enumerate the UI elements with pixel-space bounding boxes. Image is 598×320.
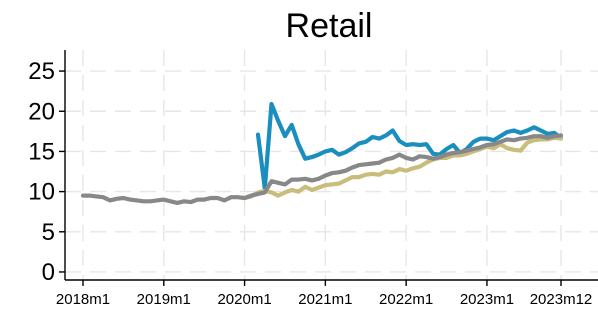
x-tick-label: 2023m12 <box>530 291 593 308</box>
x-tick-label: 2023m1 <box>460 291 514 308</box>
series-line-3 <box>80 133 564 205</box>
series-line-2 <box>242 135 564 201</box>
y-tick-label: 15 <box>28 138 55 165</box>
x-tick-label: 2021m1 <box>298 291 352 308</box>
gridlines <box>65 50 598 280</box>
x-tick-label: 2019m1 <box>137 291 191 308</box>
chart-title: Retail <box>286 7 373 45</box>
y-tick-label: 10 <box>28 179 55 206</box>
y-tick-label: 25 <box>28 58 55 85</box>
y-axis-ticks: 0 5 10 15 20 25 <box>28 58 65 286</box>
y-tick-label: 5 <box>42 219 55 246</box>
axes <box>64 50 598 281</box>
series-lines <box>80 101 564 205</box>
y-tick-label: 0 <box>42 259 55 286</box>
series-line-1 <box>255 101 564 191</box>
x-axis-ticks: 2018m1 2019m1 2020m1 2021m1 2022m1 2023m1 2023… <box>56 280 592 308</box>
y-tick-label: 20 <box>28 98 55 125</box>
x-tick-label: 2020m1 <box>217 291 271 308</box>
x-tick-label: 2018m1 <box>56 291 110 308</box>
x-tick-label: 2022m1 <box>379 291 433 308</box>
